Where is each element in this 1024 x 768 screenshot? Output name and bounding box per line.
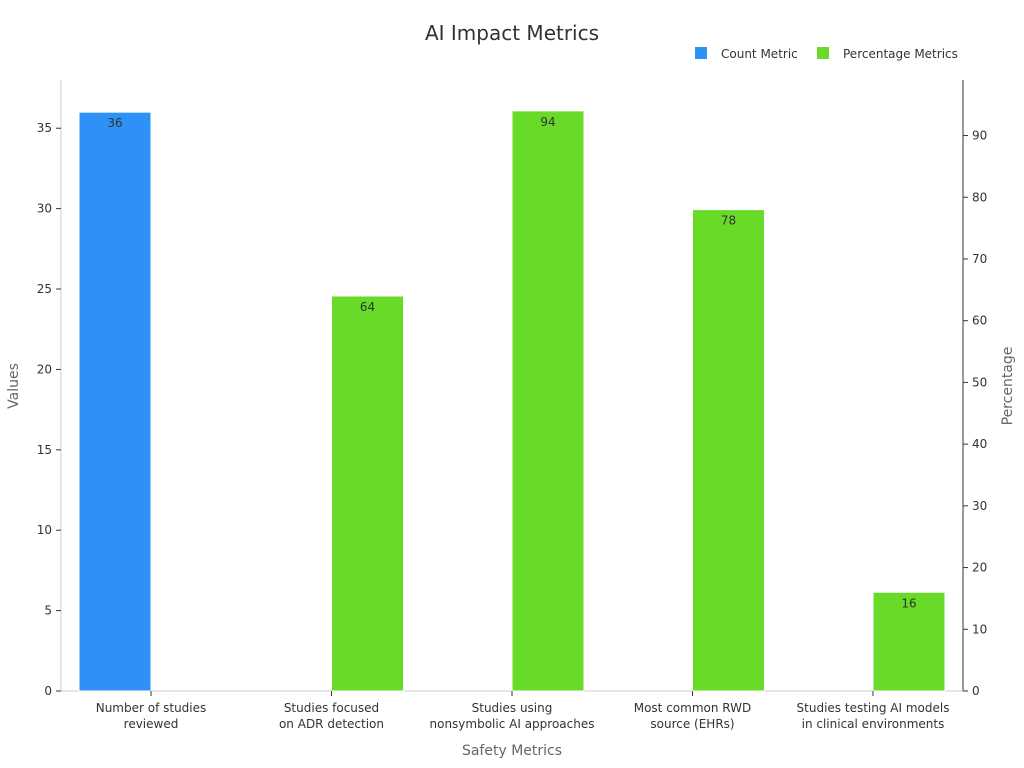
legend: Count Metric Percentage Metrics: [695, 47, 958, 61]
y2-tick-label: 30: [972, 499, 987, 513]
y2-tick-label: 40: [972, 437, 987, 451]
x-tick-label: Most common RWD: [634, 701, 752, 715]
bar: [511, 110, 585, 692]
y-tick-label: 0: [44, 684, 52, 698]
x-axis-title: Safety Metrics: [462, 743, 562, 759]
x-tick-label: Studies testing AI models: [797, 701, 950, 715]
y2-tick-label: 80: [972, 190, 987, 204]
y2-axis-title: Percentage: [1000, 347, 1016, 426]
x-tick-label: Studies focused: [284, 701, 379, 715]
y2-tick-label: 60: [972, 314, 987, 328]
y2-tick-label: 10: [972, 622, 987, 636]
y2-tick-label: 90: [972, 129, 987, 143]
x-tick-label: Studies using: [472, 701, 553, 715]
bar-value-label: 36: [107, 116, 122, 130]
y2-tick-label: 0: [972, 684, 980, 698]
x-tick-label: Number of studies: [96, 701, 207, 715]
legend-swatch-count: [695, 47, 707, 59]
y2-tick-label: 70: [972, 252, 987, 266]
chart-title: AI Impact Metrics: [425, 21, 599, 45]
category-labels: Number of studies reviewed Studies focused…: [96, 691, 950, 731]
y2-tick-label: 20: [972, 561, 987, 575]
x-tick-label: source (EHRs): [650, 717, 734, 731]
bar: [78, 111, 152, 692]
bar-value-label: 64: [360, 300, 375, 314]
bar-value-label: 94: [540, 115, 555, 129]
legend-label-percentage: Percentage Metrics: [843, 47, 958, 61]
bar: [331, 295, 404, 692]
y-tick-label: 20: [37, 362, 52, 376]
y-tick-label: 25: [37, 282, 52, 296]
axes: 0 5 10 15 20 25 30 35 0 10 20 30 40 50 60 70 80 90: [37, 80, 987, 698]
x-tick-label: on ADR detection: [279, 717, 384, 731]
x-tick-label: reviewed: [124, 717, 179, 731]
y-tick-label: 5: [44, 604, 52, 618]
x-tick-label: nonsymbolic AI approaches: [430, 717, 595, 731]
y-tick-label: 10: [37, 523, 52, 537]
y-tick-label: 15: [37, 443, 52, 457]
bars: [78, 110, 946, 692]
y2-tick-label: 50: [972, 375, 987, 389]
bar: [692, 209, 765, 692]
legend-label-count: Count Metric: [721, 47, 798, 61]
y-axis-title: Values: [6, 363, 22, 409]
bar-value-label: 78: [721, 214, 736, 228]
bar: [872, 591, 946, 692]
data-labels: 36 64 94 78 16: [107, 115, 916, 610]
x-tick-label: in clinical environments: [802, 717, 945, 731]
legend-swatch-percentage: [817, 47, 829, 59]
y-tick-label: 35: [37, 121, 52, 135]
y-tick-label: 30: [37, 202, 52, 216]
bar-value-label: 16: [901, 596, 916, 610]
